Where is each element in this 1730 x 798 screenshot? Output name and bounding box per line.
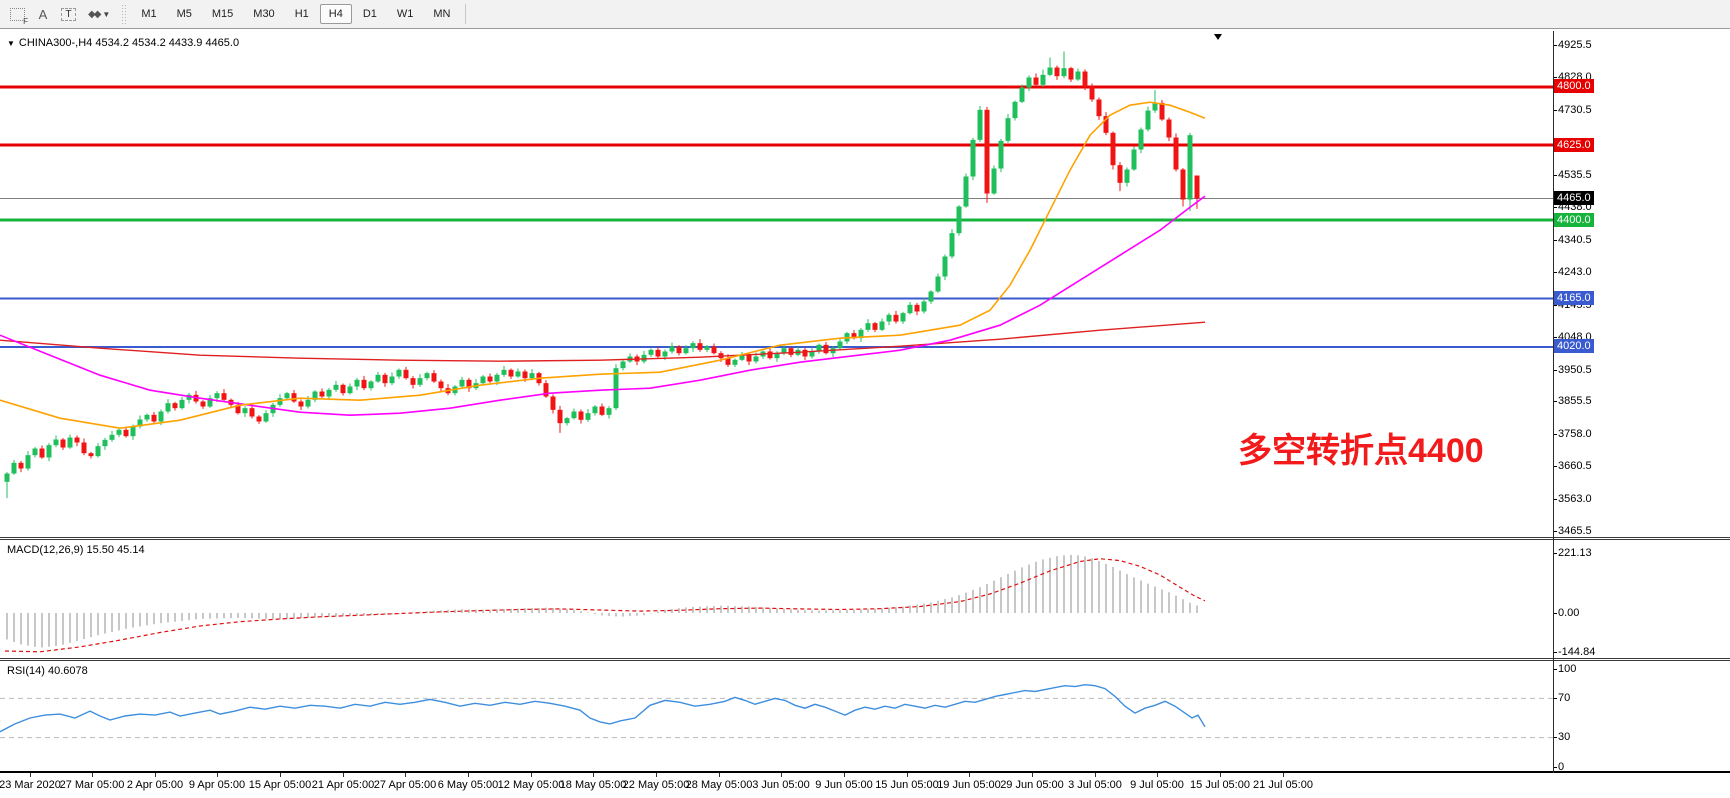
chevron-down-icon: ▼ — [102, 9, 111, 19]
date-label: 27 Mar 05:00 — [59, 779, 125, 791]
timeframe-button-D1[interactable]: D1 — [362, 8, 377, 20]
chart-annotation-text: 多空转折点4400 — [1238, 432, 1484, 470]
timeframe-button-M1[interactable]: M1 — [141, 8, 157, 20]
toolbar: F A T ◆◆ ▼ M1 M5 M15 M30 H1 H4 D1 W1 MN — [0, 0, 1730, 29]
date-tick — [155, 773, 156, 777]
date-tick — [844, 773, 845, 777]
panel-separator[interactable] — [0, 539, 1730, 540]
date-axis[interactable]: 23 Mar 2020 27 Mar 05:00 2 Apr 05:00 9 Apr … — [0, 773, 1730, 798]
date-tick — [405, 773, 406, 777]
timeframe-button-M15[interactable]: M15 — [211, 8, 234, 20]
date-tick — [1157, 773, 1158, 777]
date-tick — [1220, 773, 1221, 777]
dotted-frame-icon: F — [10, 7, 28, 26]
toolbar-grip[interactable] — [121, 4, 127, 24]
date-label: 22 May 05:00 — [622, 779, 690, 791]
date-label: 3 Jun 05:00 — [752, 779, 810, 791]
date-label: 27 Apr 05:00 — [373, 779, 437, 791]
date-tick — [343, 773, 344, 777]
timeframe-button-MN[interactable]: MN — [433, 8, 451, 20]
date-label: 9 Jul 05:00 — [1130, 779, 1184, 791]
date-label: 9 Apr 05:00 — [188, 779, 246, 791]
collapse-triangle-icon[interactable]: ▼ — [7, 39, 15, 48]
date-label: 15 Apr 05:00 — [248, 779, 312, 791]
panel-separator — [0, 771, 1730, 773]
quote-title: CHINA300-,H4 4534.2 4534.2 4433.9 4465.0 — [18, 37, 240, 49]
panel-separator[interactable] — [0, 660, 1730, 661]
date-tick — [1032, 773, 1033, 777]
label-tool-button[interactable]: A — [32, 4, 54, 25]
timeframe-button-W1[interactable]: W1 — [396, 8, 414, 20]
panel-separator[interactable] — [0, 537, 1730, 538]
date-tick — [1283, 773, 1284, 777]
date-label: 3 Jul 05:00 — [1068, 779, 1122, 791]
candlestick-chart[interactable] — [0, 31, 1730, 537]
date-label: 12 May 05:00 — [497, 779, 565, 791]
date-tick — [781, 773, 782, 777]
macd-panel[interactable] — [0, 540, 1730, 658]
timeframe-buttons: M1 M5 M15 M30 H1 H4 D1 W1 MN — [131, 4, 460, 24]
date-tick — [468, 773, 469, 777]
macd-chart — [4, 554, 1206, 653]
date-label: 6 May 05:00 — [437, 779, 499, 791]
price-chart-panel[interactable] — [0, 31, 1730, 537]
indicator-frame-tool-button[interactable]: F — [5, 4, 30, 26]
date-tick — [719, 773, 720, 777]
date-label: 19 Jun 05:00 — [937, 779, 1001, 791]
toolbar-separator — [465, 4, 467, 24]
text-t-icon: T — [61, 7, 76, 21]
text-tool-button[interactable]: T — [56, 4, 81, 25]
label-a-icon: A — [38, 6, 48, 22]
timeframe-button-H4[interactable]: H4 — [319, 4, 352, 24]
rsi-label: RSI(14) 40.6078 — [7, 665, 88, 677]
date-label: 21 Jul 05:00 — [1253, 779, 1313, 791]
date-label: 23 Mar 2020 — [0, 779, 61, 791]
macd-label: MACD(12,26,9) 15.50 45.14 — [7, 544, 145, 556]
date-tick — [217, 773, 218, 777]
timeframe-button-H1[interactable]: H1 — [294, 8, 309, 20]
date-label: 15 Jul 05:00 — [1190, 779, 1250, 791]
date-tick — [1095, 773, 1096, 777]
date-label: 15 Jun 05:00 — [875, 779, 939, 791]
date-label: 18 May 05:00 — [559, 779, 627, 791]
date-label: 29 Jun 05:00 — [1000, 779, 1064, 791]
date-label: 9 Jun 05:00 — [815, 779, 873, 791]
rsi-chart — [0, 683, 1553, 739]
date-tick — [593, 773, 594, 777]
timeframe-button-M5[interactable]: M5 — [176, 8, 192, 20]
rsi-panel[interactable] — [0, 661, 1730, 771]
axis-line — [1553, 31, 1554, 773]
arrow-tools-button[interactable]: ◆◆ ▼ — [83, 4, 115, 25]
date-tick — [30, 773, 31, 777]
date-label: 2 Apr 05:00 — [126, 779, 184, 791]
date-tick — [92, 773, 93, 777]
timeframe-button-M30[interactable]: M30 — [253, 8, 275, 20]
date-tick — [656, 773, 657, 777]
date-tick — [280, 773, 281, 777]
quote-header[interactable]: ▼ CHINA300-,H4 4534.2 4534.2 4433.9 4465.… — [7, 37, 239, 49]
date-label: 28 May 05:00 — [685, 779, 753, 791]
panel-separator[interactable] — [0, 658, 1730, 659]
date-label: 21 Apr 05:00 — [311, 779, 375, 791]
date-tick — [531, 773, 532, 777]
date-tick — [907, 773, 908, 777]
date-tick — [969, 773, 970, 777]
arrow-shapes-icon: ◆◆ — [88, 8, 101, 20]
